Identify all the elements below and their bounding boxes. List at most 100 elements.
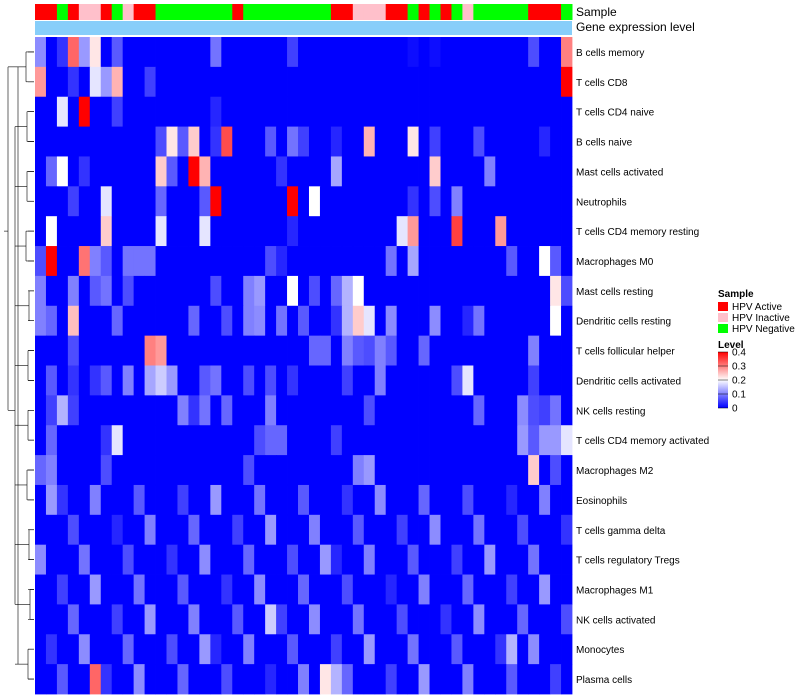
heatmap-cell [462,186,474,217]
heatmap-cell [177,37,189,68]
heatmap-cell [45,365,58,396]
heatmap-cell [550,216,562,247]
heatmap-cell [298,186,310,217]
heatmap-cell [517,455,529,486]
heatmap-cell [122,126,135,157]
heatmap-cell [254,514,266,546]
heatmap-cell [265,455,277,486]
heatmap-cell [67,395,80,426]
heatmap-cell [352,455,365,486]
heatmap-cell [506,365,518,396]
heatmap-cell [100,514,113,546]
heatmap-cell [418,216,430,247]
heatmap-cell [429,574,441,605]
heatmap-cell [484,186,496,217]
heatmap-cell [352,335,365,366]
heatmap-cell [385,66,398,98]
heatmap-cell [407,246,419,277]
heatmap-cell [78,275,91,307]
heatmap-cell [451,96,463,127]
heatmap-cell [133,305,145,337]
heatmap-cell [188,335,200,366]
heatmap-cell [232,664,244,695]
sample-annotation-cell [539,4,551,20]
heatmap-cell [155,455,167,486]
heatmap-cell [517,484,529,516]
heatmap-cell [484,246,496,277]
heatmap-cell [45,96,58,127]
level-tick-label: 0.1 [732,390,746,401]
heatmap-cell [517,365,529,396]
row-label: B cells naive [576,138,633,149]
heatmap-cell [89,574,102,605]
heatmap-cell [396,305,409,337]
heatmap-cell [528,664,540,695]
heatmap-cell [308,96,321,127]
heatmap-cell [385,275,398,307]
heatmap-cell [440,96,452,127]
heatmap-cell [155,156,167,187]
heatmap-cell [429,604,441,635]
heatmap-cell [330,425,343,456]
row-label: Plasma cells [576,675,632,686]
heatmap-cell [462,305,474,337]
heatmap-cell [232,66,244,98]
heatmap-cell [308,246,321,277]
heatmap-cell [462,246,474,277]
sample-annotation-cell [308,4,321,20]
heatmap-cell [528,96,540,127]
heatmap-cell [385,216,398,247]
heatmap-cell [221,664,233,695]
heatmap-cell [276,455,288,486]
heatmap-cell [56,455,69,486]
heatmap-cell [506,156,518,187]
heatmap-cell [188,395,200,426]
heatmap-cell [396,574,409,605]
heatmap-cell [451,604,463,635]
heatmap-cell [418,425,430,456]
heatmap-cell [188,425,200,456]
heatmap-cell [287,604,299,635]
heatmap-cell [166,604,178,635]
heatmap-cell [45,514,58,546]
heatmap-cell [122,246,135,277]
heatmap-cell [396,66,409,98]
heatmap-cell [462,37,474,68]
heatmap-cell [495,37,507,68]
heatmap-cell [232,514,244,546]
sample-annotation-cell [330,4,343,20]
heatmap-cell [429,126,441,157]
heatmap-cell [188,664,200,695]
heatmap-cell [144,395,156,426]
heatmap-cell [330,37,343,68]
heatmap-cell [210,305,222,337]
heatmap-cell [418,574,430,605]
heatmap-cell [330,664,343,695]
heatmap-cell [155,246,167,277]
heatmap-cell [56,604,69,635]
heatmap-cell [528,365,540,396]
heatmap-cell [451,186,463,217]
heatmap-cell [539,574,551,605]
heatmap-cell [550,305,562,337]
heatmap-cell [539,634,551,665]
heatmap-cell [89,96,102,127]
heatmap-cell [440,664,452,695]
heatmap-cell [276,574,288,605]
heatmap-cell [221,216,233,247]
heatmap-cell [341,186,354,217]
heatmap-cell [352,514,365,546]
heatmap-cell [276,634,288,665]
heatmap-cell [276,246,288,277]
heatmap-cell [319,634,332,665]
heatmap-cell [374,484,387,516]
heatmap-cell [517,634,529,665]
heatmap-cell [385,365,398,396]
heatmap-cell [243,126,255,157]
heatmap-cell [199,664,211,695]
heatmap-cell [155,305,167,337]
heatmap-cell [155,96,167,127]
row-labels: B cells memory T cells CD8 T cells CD4 nai… [576,48,709,686]
heatmap-cell [144,604,156,635]
heatmap-cell [539,186,551,217]
